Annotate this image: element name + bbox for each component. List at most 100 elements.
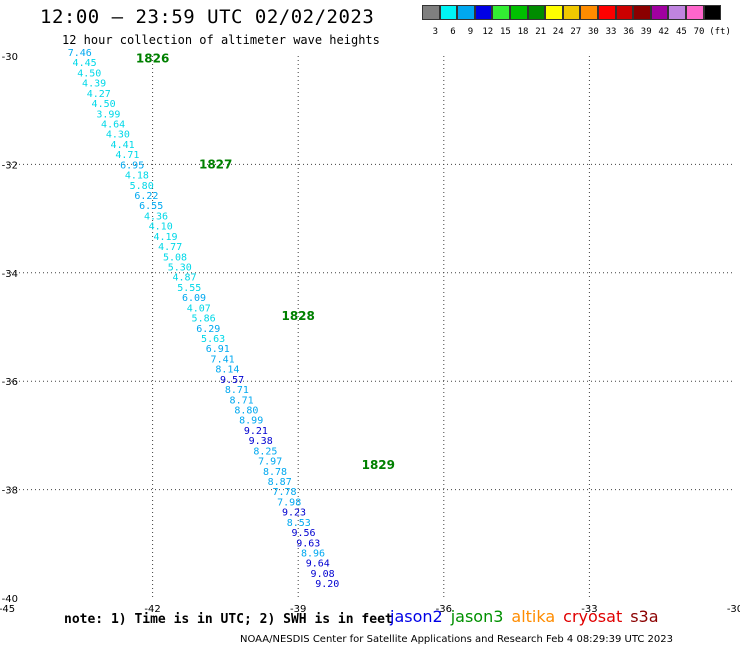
wave-height-value: 4.50	[92, 99, 116, 110]
wave-height-value: 4.71	[115, 150, 139, 161]
wave-height-value: 9.63	[296, 538, 320, 549]
colorbar-label: 6	[450, 27, 456, 37]
units-note: note: 1) Time is in UTC; 2) SWH is in fe…	[64, 612, 393, 627]
wave-height-value: 8.53	[287, 518, 311, 529]
colorbar-swatch	[527, 5, 546, 20]
colorbar-swatch	[492, 5, 510, 20]
credit-footer: NOAA/NESDIS Center for Satellite Applica…	[240, 634, 673, 645]
wave-height-value: 8.80	[234, 406, 258, 417]
wave-height-value: 7.97	[258, 457, 282, 468]
wave-height-value: 8.99	[239, 416, 263, 427]
satellite-legend-item: jason2	[390, 607, 443, 626]
satellite-legend-item: altika	[511, 607, 556, 626]
pass-time-label: 1826	[136, 52, 169, 66]
colorbar-label: 21	[535, 27, 547, 37]
colorbar-swatch	[668, 5, 686, 20]
wave-height-value: 6.29	[196, 324, 220, 335]
colorbar-swatch	[439, 5, 458, 20]
colorbar-swatch	[474, 5, 493, 20]
wave-height-value: 9.08	[311, 569, 335, 580]
wave-height-value: 5.08	[163, 252, 187, 263]
wave-height-value: 4.39	[82, 79, 106, 90]
colorbar-label: 39	[640, 27, 652, 37]
wave-height-value: 6.55	[139, 201, 163, 212]
wave-height-value: 8.87	[268, 477, 292, 488]
colorbar-swatch	[510, 5, 528, 20]
colorbar-label: 45	[676, 27, 687, 37]
map-subtitle: 12 hour collection of altimeter wave hei…	[62, 33, 380, 47]
wave-height-value: 4.27	[87, 89, 111, 100]
wave-height-value: 5.86	[192, 314, 216, 325]
lon-tick-label: -42	[144, 604, 160, 615]
wave-height-value: 6.91	[206, 344, 230, 355]
wave-height-value: 9.23	[282, 508, 306, 519]
colorbar-label: 30	[588, 27, 599, 37]
pass-time-label: 1828	[281, 309, 314, 323]
colorbar-label: 18	[517, 27, 529, 37]
colorbar-label: 3	[432, 27, 439, 37]
colorbar-swatch	[457, 5, 475, 20]
wave-height-value: 8.71	[225, 385, 249, 396]
satellite-legend-item: jason3	[450, 607, 504, 626]
wave-height-value: 4.18	[125, 171, 149, 182]
wave-height-value: 9.38	[249, 436, 273, 447]
wave-height-value: 6.95	[120, 160, 144, 171]
lat-tick-label: -38	[2, 486, 18, 497]
lon-tick-label: -30	[727, 604, 740, 615]
colorbar-swatch	[615, 5, 634, 20]
wave-height-value: 3.99	[96, 109, 120, 120]
lon-tick-label: -45	[0, 604, 15, 615]
wave-height-value: 7.78	[272, 487, 296, 498]
colorbar-label: 42	[658, 27, 670, 37]
colorbar-label: 15	[500, 27, 511, 37]
lat-tick-label: -40	[2, 594, 18, 605]
wave-height-value: 4.77	[158, 242, 182, 253]
satellite-legend-item: cryosat	[563, 607, 623, 626]
satellite-legend: jason2 jason3 altika cryosat s3a	[390, 607, 667, 626]
wave-height-value: 4.41	[111, 140, 135, 151]
wave-height-value: 6.09	[182, 293, 206, 304]
lat-tick-label: -30	[2, 52, 18, 63]
wave-height-value: 8.14	[215, 365, 239, 376]
wave-height-value: 4.07	[187, 303, 211, 314]
wave-height-value: 5.63	[201, 334, 225, 345]
wave-height-value: 8.25	[253, 446, 277, 457]
lat-tick-label: -36	[2, 377, 18, 388]
colorbar-swatch	[650, 5, 669, 20]
colorbar-unit: (ft)	[709, 27, 731, 37]
colorbar-label: 9	[467, 27, 474, 37]
wave-height-value: 5.55	[177, 283, 201, 294]
colorbar-swatch	[686, 5, 704, 20]
lon-tick-label: -33	[581, 604, 597, 615]
satellite-legend-item: s3a	[630, 607, 659, 626]
wave-height-value: 8.96	[301, 549, 325, 560]
lon-tick-label: -36	[436, 604, 452, 615]
colorbar-swatch	[598, 5, 616, 20]
wave-height-value: 4.87	[172, 273, 196, 284]
wave-height-value: 4.64	[101, 120, 125, 131]
wave-height-value: 9.64	[306, 559, 330, 570]
wave-height-value: 4.50	[77, 68, 101, 79]
wave-height-value: 7.41	[211, 354, 235, 365]
wave-height-value: 8.71	[230, 395, 254, 406]
colorbar-swatch	[633, 5, 651, 20]
colorbar-label: 27	[570, 27, 582, 37]
map-title: 12:00 – 23:59 UTC 02/02/2023	[40, 6, 375, 28]
wave-height-value: 4.19	[153, 232, 177, 243]
wave-height-value: 9.57	[220, 375, 244, 386]
wave-height-value: 5.30	[168, 263, 192, 274]
lon-tick-label: -39	[290, 604, 306, 615]
wave-height-value: 5.80	[130, 181, 154, 192]
wave-height-value: 9.56	[291, 528, 315, 539]
wave-height-value: 4.30	[106, 130, 130, 141]
wave-height-value: 4.45	[73, 58, 97, 69]
pass-time-label: 1829	[362, 458, 395, 472]
wave-height-value: 7.46	[68, 48, 92, 59]
wave-height-colorbar: 3 6 9 12 15 18 21 24 27 30 33 36 39 42 45 70 (ft)	[422, 5, 740, 45]
colorbar-label: 36	[623, 27, 635, 37]
wave-height-value: 9.20	[315, 579, 339, 590]
wave-height-value: 4.10	[149, 222, 173, 233]
colorbar-label: 12	[482, 27, 494, 37]
wave-height-value: 7.98	[277, 497, 301, 508]
